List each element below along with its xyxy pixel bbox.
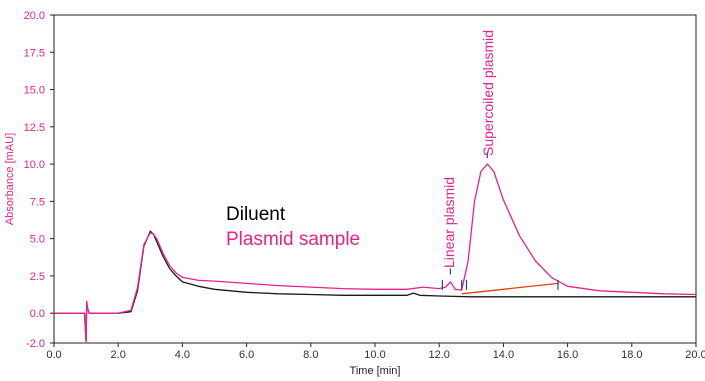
y-tick-label: 5.0 xyxy=(30,234,45,246)
x-tick-label: 6.0 xyxy=(239,349,254,361)
series-line-plasmid-sample xyxy=(54,163,697,343)
legend-entry-diluent: Diluent xyxy=(226,204,286,225)
peak-marker-layer xyxy=(441,152,559,295)
x-tick-label: 18.0 xyxy=(621,349,642,361)
series-layer xyxy=(54,163,697,343)
integration-baseline xyxy=(461,282,559,295)
y-tick-label: 15.0 xyxy=(24,85,45,97)
y-tick-label: 7.5 xyxy=(30,196,45,208)
y-tick-label: 10.0 xyxy=(24,159,45,171)
x-tick-label: 8.0 xyxy=(303,349,318,361)
y-tick-label: 20.0 xyxy=(24,10,45,22)
plot-area xyxy=(53,14,697,344)
x-tick-label: 20.0 xyxy=(685,349,705,361)
x-tick-label: 16.0 xyxy=(557,349,578,361)
x-axis-title: Time [min] xyxy=(350,365,401,377)
y-axis-title: Absorbance [mAU] xyxy=(4,133,16,225)
annotation-supercoiled-plasmid: Supercoiled plasmid xyxy=(480,30,496,156)
x-tick-label: 12.0 xyxy=(428,349,449,361)
y-tick-label: 2.5 xyxy=(30,271,45,283)
x-tick-label: 14.0 xyxy=(493,349,514,361)
x-tick-label: 4.0 xyxy=(175,349,190,361)
x-tick-label: 2.0 xyxy=(111,349,126,361)
legend-entry-plasmid-sample: Plasmid sample xyxy=(226,229,360,250)
x-tick-label: 10.0 xyxy=(364,349,385,361)
y-tick-label: 17.5 xyxy=(24,47,45,59)
x-tick-label: 0.0 xyxy=(46,349,61,361)
axes: 0.0 2.0 4.0 6.0 8.0 10.0 12.0 14.0 16.0 18.0 20.0 -… xyxy=(24,10,705,361)
series-line-diluent xyxy=(54,230,696,343)
y-tick-label: -2.0 xyxy=(26,338,45,350)
plot-frame xyxy=(53,14,697,344)
y-tick-label: 12.5 xyxy=(24,122,45,134)
annotation-linear-plasmid: Linear plasmid xyxy=(441,177,457,268)
y-tick-label: 0.0 xyxy=(30,308,45,320)
